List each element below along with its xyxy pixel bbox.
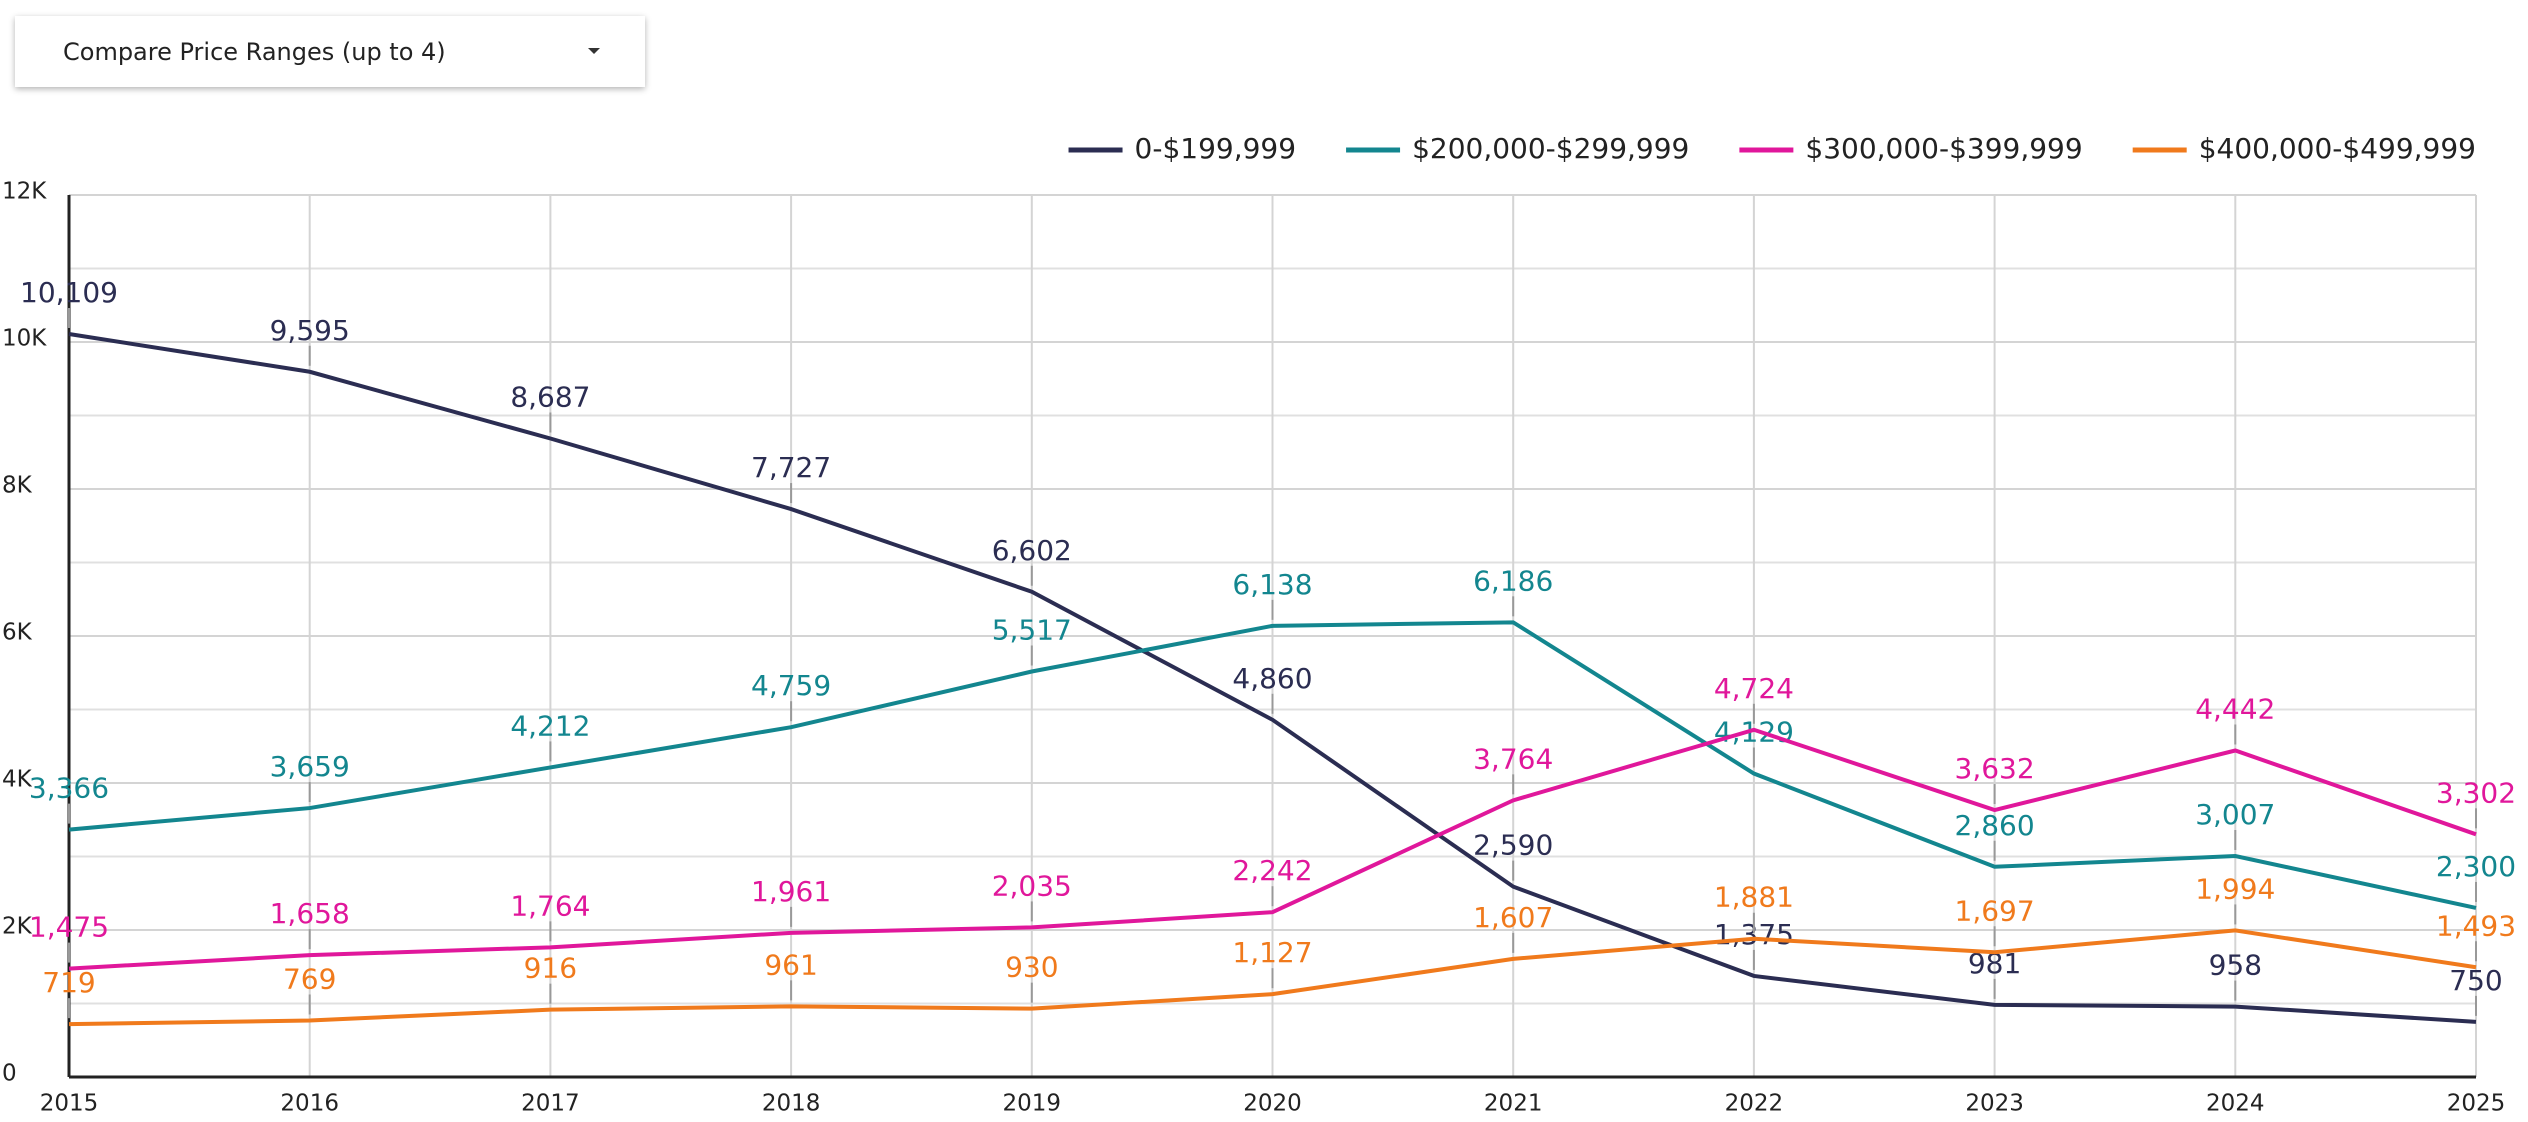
data-label: 4,860 bbox=[1232, 662, 1312, 695]
x-tick-label: 2023 bbox=[1965, 1091, 2024, 1117]
data-label: 7,727 bbox=[751, 451, 831, 484]
y-tick-label: 6K bbox=[2, 620, 33, 646]
x-tick-label: 2019 bbox=[1003, 1091, 1062, 1117]
data-label: 719 bbox=[42, 966, 95, 999]
data-label: 958 bbox=[2209, 949, 2262, 982]
data-label: 1,127 bbox=[1232, 936, 1312, 969]
data-label: 2,300 bbox=[2436, 850, 2516, 883]
series-line bbox=[68, 332, 2477, 1024]
data-label: 1,961 bbox=[751, 875, 831, 908]
data-label: 1,994 bbox=[2195, 872, 2275, 905]
y-tick-label: 12K bbox=[2, 179, 47, 205]
legend-label: $400,000-$499,999 bbox=[2199, 132, 2476, 165]
x-tick-label: 2015 bbox=[40, 1091, 99, 1117]
y-tick-label: 4K bbox=[2, 767, 33, 793]
data-label: 6,602 bbox=[992, 534, 1072, 567]
data-label: 2,242 bbox=[1232, 854, 1312, 887]
data-label: 916 bbox=[524, 952, 577, 985]
data-label: 961 bbox=[764, 948, 817, 981]
legend-label: 0-$199,999 bbox=[1135, 132, 1297, 165]
y-tick-label: 8K bbox=[2, 473, 33, 499]
data-label: 4,724 bbox=[1714, 672, 1794, 705]
series-line bbox=[68, 620, 2477, 910]
data-label: 4,759 bbox=[751, 669, 831, 702]
x-tick-label: 2024 bbox=[2206, 1091, 2265, 1117]
data-label: 1,607 bbox=[1473, 901, 1553, 934]
x-tick-label: 2016 bbox=[280, 1091, 339, 1117]
data-label: 3,302 bbox=[2436, 776, 2516, 809]
data-label: 2,035 bbox=[992, 869, 1072, 902]
data-label: 5,517 bbox=[992, 614, 1072, 647]
y-tick-label: 2K bbox=[2, 914, 33, 940]
x-tick-label: 2017 bbox=[521, 1091, 580, 1117]
data-label: 8,687 bbox=[510, 381, 590, 414]
data-label: 4,212 bbox=[510, 709, 590, 742]
data-label: 2,860 bbox=[1955, 809, 2035, 842]
data-label: 3,659 bbox=[270, 750, 350, 783]
legend-label: $200,000-$299,999 bbox=[1412, 132, 1689, 165]
data-label: 1,493 bbox=[2436, 909, 2516, 942]
y-tick-label: 0 bbox=[2, 1061, 17, 1087]
x-tick-label: 2021 bbox=[1484, 1091, 1543, 1117]
legend-label: $300,000-$399,999 bbox=[1805, 132, 2082, 165]
data-label: 1,881 bbox=[1714, 881, 1794, 914]
series-line bbox=[68, 928, 2477, 1027]
y-tick-label: 10K bbox=[2, 326, 47, 352]
data-label: 1,475 bbox=[29, 911, 109, 944]
data-label: 1,658 bbox=[270, 897, 350, 930]
data-label: 3,632 bbox=[1955, 752, 2035, 785]
data-label: 6,186 bbox=[1473, 564, 1553, 597]
data-label: 2,590 bbox=[1473, 829, 1553, 862]
data-label: 9,595 bbox=[270, 314, 350, 347]
x-tick-label: 2018 bbox=[762, 1091, 821, 1117]
data-label: 769 bbox=[283, 962, 336, 995]
series-line bbox=[68, 727, 2477, 971]
data-label: 3,366 bbox=[29, 772, 109, 805]
data-label: 3,764 bbox=[1473, 742, 1553, 775]
dropdown-label: Compare Price Ranges (up to 4) bbox=[63, 37, 446, 66]
data-label: 10,109 bbox=[20, 276, 118, 309]
x-tick-label: 2020 bbox=[1243, 1091, 1302, 1117]
x-tick-label: 2022 bbox=[1725, 1091, 1784, 1117]
price-range-dropdown[interactable]: Compare Price Ranges (up to 4) bbox=[15, 16, 645, 87]
data-label: 750 bbox=[2449, 964, 2502, 997]
data-label: 3,007 bbox=[2195, 798, 2275, 831]
data-label: 1,697 bbox=[1955, 894, 2035, 927]
dropdown-caret bbox=[588, 48, 600, 54]
x-tick-label: 2025 bbox=[2447, 1091, 2506, 1117]
data-label: 1,764 bbox=[510, 889, 590, 922]
data-label: 930 bbox=[1005, 951, 1058, 984]
data-label: 6,138 bbox=[1232, 568, 1312, 601]
data-label: 4,442 bbox=[2195, 693, 2275, 726]
